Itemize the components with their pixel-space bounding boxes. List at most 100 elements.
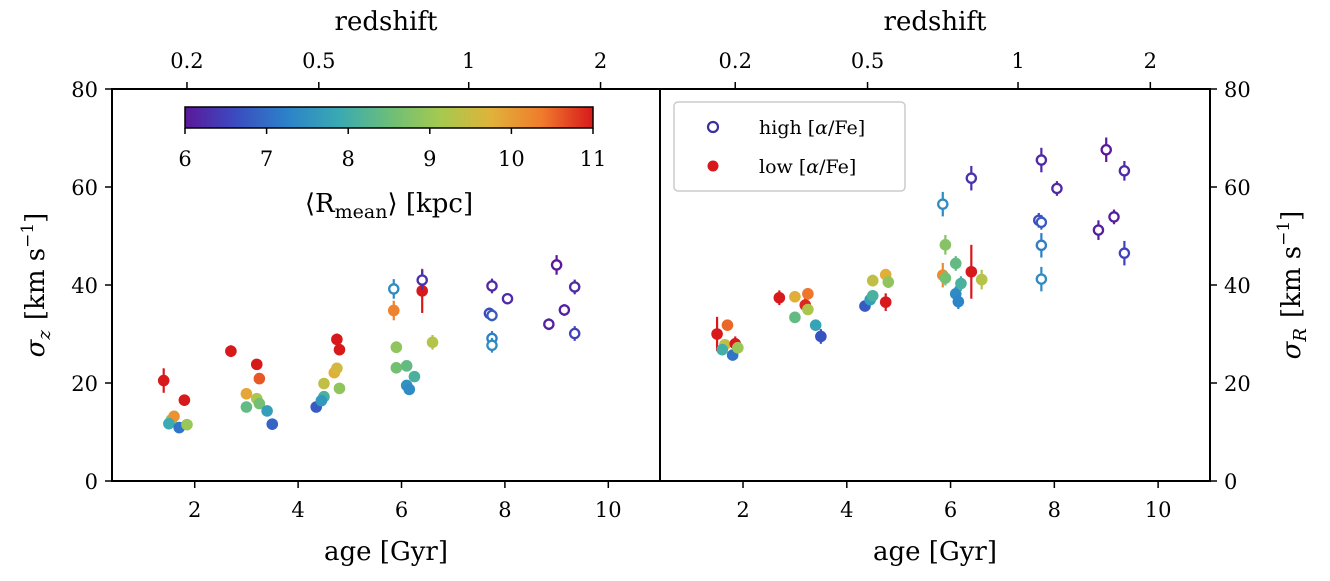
right-high-alpha-point [1118, 247, 1131, 259]
right-high-alpha-point [1035, 239, 1048, 252]
left-top-tick-label: 0.5 [302, 49, 335, 73]
left-low-alpha-point [390, 362, 403, 374]
right-low-alpha-point [809, 319, 822, 331]
left-y-tick-label: 80 [71, 78, 98, 102]
left-low-alpha-point [266, 418, 279, 430]
left-high-alpha-point [486, 339, 498, 352]
right-x-tick-label: 8 [1048, 498, 1061, 522]
left-low-alpha-point [163, 417, 175, 430]
right-ylabel-unit: [km s [1277, 246, 1307, 318]
left-low-alpha-point [408, 370, 421, 383]
left-low-alpha-point [225, 345, 237, 357]
right-high-alpha-point [1035, 216, 1048, 229]
right-ticks: 2 4 6 8 10 0 20 40 60 80 0.2 0.5 1 2 [719, 49, 1251, 522]
left-low-alpha-point [240, 387, 253, 400]
left-low-alpha-point [250, 358, 263, 371]
left-y-tick-label: 40 [71, 274, 98, 298]
left-high-alpha-point [558, 304, 571, 316]
right-low-alpha-point [975, 273, 988, 286]
right-points [711, 137, 1131, 361]
right-top-tick-label: 1 [1011, 49, 1024, 73]
right-top-tick-label: 0.2 [719, 49, 752, 73]
left-low-alpha-point [253, 372, 266, 385]
colorbar-gradient [184, 106, 594, 129]
left-points [157, 255, 581, 434]
left-ylabel-sub: z [34, 330, 55, 341]
colorbar: 6 7 8 9 10 11 ⟨Rmean⟩ [kpc] [178, 106, 606, 223]
left-low-alpha-point [387, 304, 400, 317]
left-high-alpha-point [388, 283, 400, 295]
right-top-tick-label: 0.5 [851, 49, 884, 73]
right-x-tick-label: 10 [1145, 498, 1172, 522]
left-high-alpha-point [416, 274, 428, 286]
left-x-tick-label: 2 [188, 498, 201, 522]
right-low-alpha-point [721, 319, 734, 331]
right-high-alpha-point [1100, 144, 1112, 156]
left-low-alpha-point [403, 383, 416, 396]
right-ylabel-unit-end: ] [1277, 211, 1307, 221]
left-y-tick-label: 0 [85, 470, 98, 494]
left-x-axis-label: age [Gyr] [324, 537, 448, 567]
legend-label-low: low [α/Fe] [759, 156, 856, 178]
left-low-alpha-point [331, 362, 343, 375]
left-low-alpha-point [181, 418, 193, 431]
right-x-tick-label: 4 [840, 498, 853, 522]
colorbar-ticks: 6 7 8 9 10 11 [178, 128, 606, 171]
left-high-alpha-point [486, 309, 498, 322]
left-low-alpha-point [426, 336, 439, 349]
right-ylabel-sub: R [1290, 328, 1311, 343]
left-x-tick-label: 10 [595, 498, 622, 522]
left-low-alpha-point [390, 341, 403, 354]
left-x-tick-label: 8 [498, 498, 511, 522]
legend-marker-low [707, 160, 719, 172]
right-y-tick-label: 20 [1224, 372, 1251, 396]
left-low-alpha-point [400, 360, 413, 372]
colorbar-tick-label: 7 [260, 147, 273, 171]
right-top-tick-label: 2 [1144, 49, 1157, 73]
right-y-tick-label: 80 [1224, 78, 1251, 102]
right-low-alpha-point [773, 291, 786, 304]
left-ylabel-unit: [km s [21, 248, 51, 320]
left-high-alpha-point [486, 280, 498, 292]
right-low-alpha-point [866, 274, 879, 287]
colorbar-tick-label: 8 [342, 147, 355, 171]
right-low-alpha-point [789, 311, 801, 324]
right-low-alpha-point [879, 296, 892, 308]
right-high-alpha-point [1108, 211, 1120, 223]
left-low-alpha-point [333, 343, 346, 356]
left-low-alpha-point [240, 401, 253, 413]
right-low-alpha-point [732, 341, 744, 354]
left-low-alpha-point [178, 394, 191, 406]
right-low-alpha-point [939, 272, 952, 284]
right-low-alpha-point [802, 303, 814, 316]
right-low-alpha-point [802, 288, 814, 300]
right-low-alpha-point [949, 257, 962, 270]
right-y-axis-label: σR [km s−1] [1274, 211, 1311, 360]
left-x-tick-label: 6 [395, 498, 408, 522]
right-high-alpha-point [1051, 182, 1063, 195]
left-ylabel-sigma: σ [21, 338, 51, 357]
colorbar-tick-label: 9 [423, 147, 436, 171]
right-high-alpha-point [937, 198, 949, 210]
right-low-alpha-point [789, 290, 801, 303]
left-high-alpha-point [568, 281, 581, 293]
right-high-alpha-point [965, 172, 978, 184]
colorbar-tick-label: 10 [498, 147, 525, 171]
left-top-axis-label: redshift [335, 7, 438, 37]
left-low-alpha-point [261, 405, 273, 417]
legend-marker-high [706, 120, 720, 134]
right-high-alpha-point [1035, 273, 1048, 285]
left-ylabel-unit-end: ] [21, 213, 51, 223]
right-low-alpha-point [866, 289, 879, 302]
legend-label-high: high [α/Fe] [759, 117, 865, 139]
colorbar-tick-label: 11 [580, 147, 607, 171]
left-high-alpha-point [501, 292, 514, 305]
right-high-alpha-point [1118, 165, 1131, 177]
left-top-tick-label: 2 [594, 49, 607, 73]
left-low-alpha-point [318, 377, 330, 390]
right-low-alpha-point [952, 295, 965, 308]
left-ticks: 2 4 6 8 10 0 20 40 60 80 0.2 0.5 1 2 [71, 49, 621, 522]
left-low-alpha-point [315, 394, 328, 407]
right-x-tick-label: 2 [736, 498, 749, 522]
